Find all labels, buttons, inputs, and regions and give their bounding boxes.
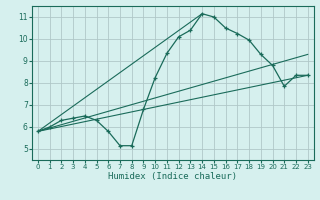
X-axis label: Humidex (Indice chaleur): Humidex (Indice chaleur): [108, 172, 237, 181]
